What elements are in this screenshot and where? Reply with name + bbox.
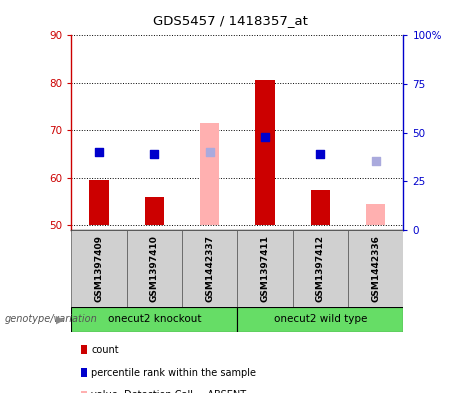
Bar (293, 230, 348, 307)
Bar (348, 230, 403, 307)
Text: GSM1442337: GSM1442337 (205, 235, 214, 302)
Text: percentile rank within the sample: percentile rank within the sample (91, 367, 256, 378)
Bar (237, 307, 403, 332)
Text: onecut2 knockout: onecut2 knockout (108, 314, 201, 324)
Point (206, 149, 213, 155)
Bar (71, 230, 127, 307)
Text: GSM1397411: GSM1397411 (260, 235, 270, 302)
Text: GSM1397410: GSM1397410 (150, 235, 159, 302)
Text: count: count (91, 345, 119, 355)
Bar (200, 123, 219, 225)
Text: onecut2 wild type: onecut2 wild type (274, 314, 367, 324)
Bar (366, 204, 385, 225)
Point (261, 134, 269, 141)
Point (151, 151, 158, 157)
Text: GDS5457 / 1418357_at: GDS5457 / 1418357_at (153, 14, 308, 27)
Bar (311, 189, 330, 225)
Bar (237, 230, 293, 307)
Bar (145, 196, 164, 225)
Bar (127, 230, 182, 307)
Bar (182, 230, 237, 307)
Point (317, 151, 324, 157)
Text: GSM1442336: GSM1442336 (371, 235, 380, 302)
Bar (71, 307, 237, 332)
Bar (89, 180, 109, 225)
Text: ▶: ▶ (56, 314, 64, 324)
Text: GSM1397409: GSM1397409 (95, 235, 104, 302)
Point (95, 149, 103, 155)
Text: value, Detection Call = ABSENT: value, Detection Call = ABSENT (91, 390, 247, 393)
Bar (255, 81, 275, 225)
Point (372, 158, 379, 164)
Text: GSM1397412: GSM1397412 (316, 235, 325, 302)
Text: genotype/variation: genotype/variation (5, 314, 97, 324)
